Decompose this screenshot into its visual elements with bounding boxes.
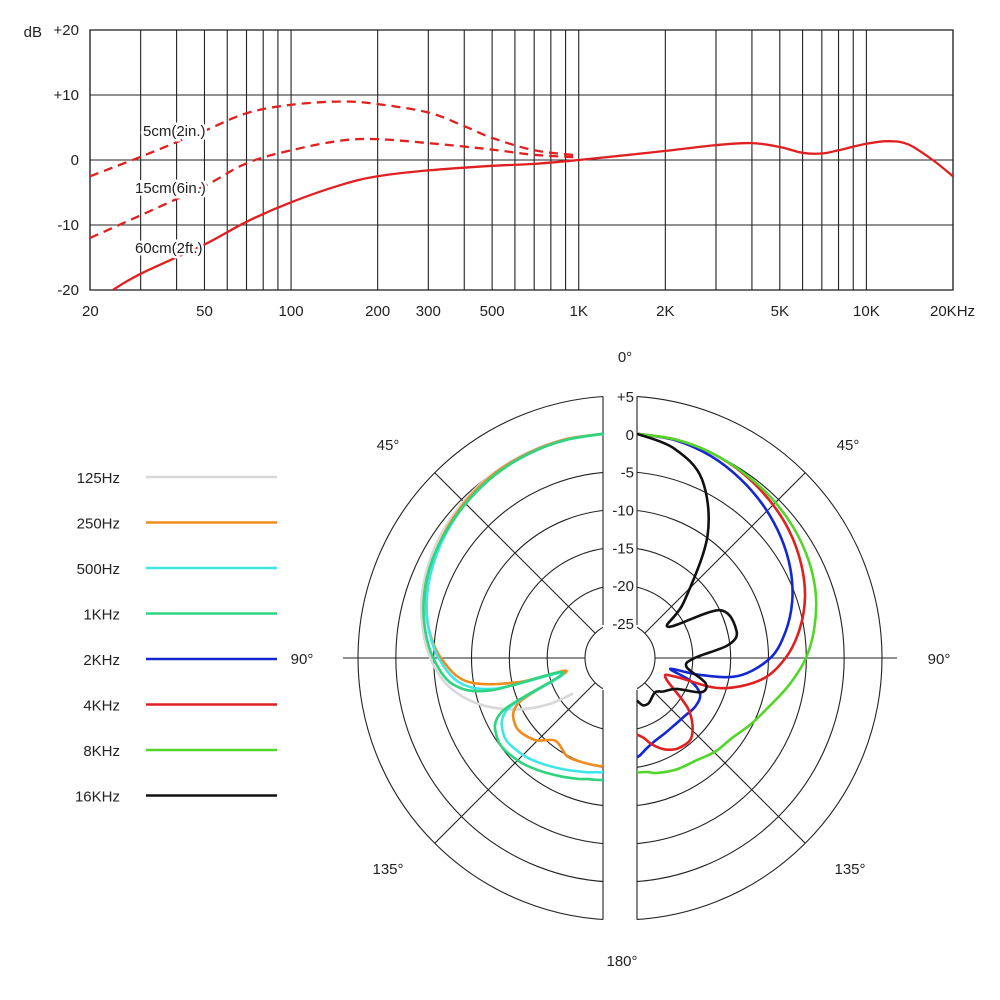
series-label: 60cm(2ft.) <box>135 240 203 257</box>
x-tick-label: 1K <box>570 303 588 320</box>
legend-label: 1KHz <box>83 607 120 624</box>
polar-ring-label: -25 <box>612 616 634 633</box>
legend-label: 2KHz <box>83 652 120 669</box>
polar-ring-label: -10 <box>612 503 634 520</box>
y-tick-label: 0 <box>71 152 79 169</box>
polar-series <box>420 432 818 782</box>
polar-angle-label: 135° <box>372 861 403 878</box>
legend-label: 250Hz <box>77 516 120 533</box>
polar-angle-label: 90° <box>291 651 314 668</box>
polar-pattern-chart: +5 0 -5 -10 -15 -20 -25 0° 45° 45° 90° 90° 135° 135° 1… <box>75 349 950 970</box>
legend-label: 125Hz <box>77 470 120 487</box>
series-line-2 <box>90 137 579 240</box>
series-line-1 <box>90 100 579 178</box>
x-tick-label: 10K <box>853 303 880 320</box>
x-tick-label: 100 <box>279 303 304 320</box>
legend-label: 4KHz <box>83 698 120 715</box>
frequency-response-chart: +20 +10 0 -10 -20 dB 20 50 100 200 300 500 1K 2K 5K 10K… <box>24 22 975 320</box>
frequency-series <box>90 100 953 290</box>
legend-label: 500Hz <box>77 561 120 578</box>
series-line-3 <box>112 140 953 290</box>
x-tick-label: 5K <box>771 303 789 320</box>
plot-frame <box>89 29 954 291</box>
polar-angle-label: 135° <box>834 861 865 878</box>
polar-curve-16khz <box>636 432 739 707</box>
polar-curve-8khz <box>636 432 818 775</box>
polar-ring-label: -20 <box>612 578 634 595</box>
series-label: 5cm(2in.) <box>143 123 206 140</box>
x-tick-label: 50 <box>196 303 213 320</box>
y-tick-label: -10 <box>57 217 79 234</box>
grid <box>89 29 954 291</box>
polar-legend: 125Hz 250Hz 500Hz 1KHz 2KHz 4KHz 8KHz 16KHz <box>75 470 277 806</box>
x-tick-label: 300 <box>416 303 441 320</box>
x-tick-label: 20KHz <box>930 303 975 320</box>
legend-label: 16KHz <box>75 789 120 806</box>
polar-curve-4khz <box>636 432 807 752</box>
polar-ring-label: +5 <box>617 389 634 406</box>
polar-spoke <box>434 472 596 634</box>
polar-angle-label: 0° <box>618 349 632 366</box>
polar-spoke <box>644 682 806 844</box>
polar-angle-label: 45° <box>377 437 400 454</box>
polar-ring-label: -15 <box>612 540 634 557</box>
polar-angle-label: 45° <box>837 437 860 454</box>
series-label: 15cm(6in.) <box>135 180 206 197</box>
polar-curve-250hz <box>424 432 604 768</box>
y-tick-label: +20 <box>54 22 79 39</box>
y-tick-label: +10 <box>54 87 79 104</box>
polar-angle-label: 90° <box>928 651 951 668</box>
x-tick-label: 500 <box>480 303 505 320</box>
y-axis-label: dB <box>24 24 42 41</box>
polar-ring-label: 0 <box>626 427 634 444</box>
polar-spoke <box>644 472 806 634</box>
y-tick-label: -20 <box>57 282 79 299</box>
center-hole <box>586 624 654 692</box>
x-tick-label: 2K <box>656 303 674 320</box>
polar-angle-label: 180° <box>606 953 637 970</box>
polar-ring-label: -5 <box>621 465 634 482</box>
polar-spoke <box>434 682 596 844</box>
polar-curve-1khz <box>422 432 604 782</box>
x-tick-label: 20 <box>82 303 99 320</box>
x-tick-label: 200 <box>365 303 390 320</box>
polar-curve-2khz <box>636 432 794 759</box>
legend-label: 8KHz <box>83 743 120 760</box>
